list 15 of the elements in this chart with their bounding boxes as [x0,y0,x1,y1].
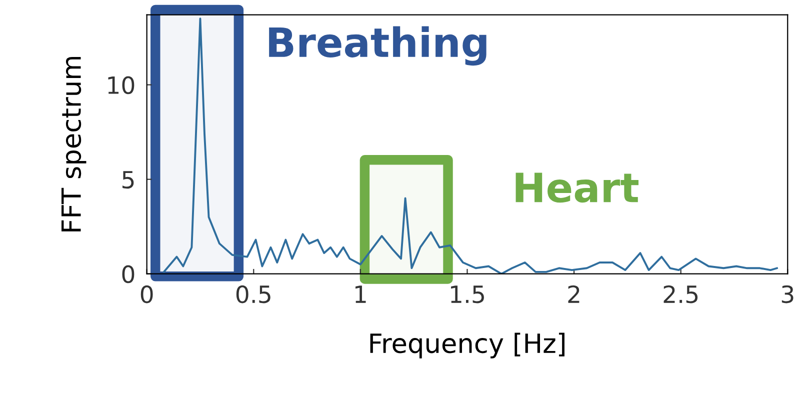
band-label: Breathing [269,26,486,66]
x-tick-label: 1 [356,286,366,303]
x-tick-label: 0.5 [236,285,270,304]
y-axis-title: FFT spectrum [62,56,86,232]
x-tick-label: 3 [782,285,794,304]
y-tick-label: 0 [122,265,134,284]
band-label: Heart [516,172,638,203]
x-tick-label: 2.5 [664,285,698,304]
x-axis-title: Frequency [Hz] [370,332,564,358]
x-tick-label: 2 [568,285,580,303]
line-series [162,18,778,274]
x-tick-label: 0 [140,285,153,304]
y-tick-label: 5 [122,171,134,189]
x-tick-label: 1.5 [451,286,484,304]
y-tick-label: 10 [108,76,134,94]
